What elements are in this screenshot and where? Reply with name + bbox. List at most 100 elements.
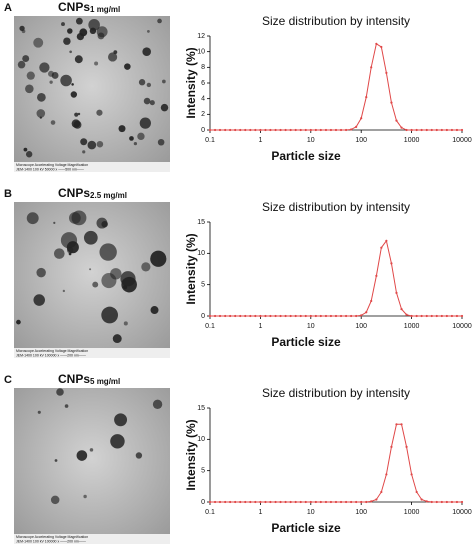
particle [157,18,162,24]
point [370,500,373,503]
point [234,314,237,318]
particle [25,84,34,94]
micrograph [14,202,170,358]
point [425,500,428,503]
particle [96,109,103,116]
point [314,314,317,318]
point [334,314,338,318]
point [208,128,212,132]
particle [141,262,151,272]
point [299,314,302,318]
particle [150,306,159,315]
point [284,128,287,132]
point [264,314,267,318]
point [370,299,373,303]
point [334,128,338,132]
point [284,314,287,318]
particle [33,37,44,48]
x-tick-label: 0.1 [205,137,215,144]
particle [87,140,97,150]
point [274,314,277,318]
x-tick-label: 1 [258,509,262,516]
particle [139,117,151,129]
x-tick-label: 0.1 [205,509,215,516]
particle [150,250,167,267]
point [415,314,418,318]
particle [17,60,26,69]
point [319,128,322,132]
particle [66,241,79,254]
particle [26,71,35,80]
point [289,500,292,504]
point [334,500,338,504]
particle [69,50,72,54]
particle [67,28,73,34]
particle [16,319,21,325]
point [450,500,454,504]
point [400,423,403,426]
x-tick-label: 10 [307,323,315,330]
point [365,96,368,99]
point [380,45,383,49]
point [274,128,277,132]
particle [121,276,137,293]
point [435,500,438,504]
point [360,500,363,504]
point [380,490,383,494]
image-title-name: CNPs [58,372,90,386]
y-axis-title: Intensity (%) [184,233,198,304]
point [309,128,312,132]
y-tick-label: 6 [201,80,205,87]
point [213,500,217,504]
point [435,314,438,318]
image-title-name: CNPs [58,186,90,200]
point [208,500,212,504]
particle [113,50,118,55]
point [385,71,388,74]
point [395,291,398,294]
line [210,423,462,503]
x-axis-title: Particle size [271,149,341,163]
particle [147,30,150,33]
point [224,500,227,504]
particle [71,119,81,128]
point [269,500,272,504]
x-tick-label: 10 [307,137,315,144]
point [284,500,287,504]
caption: JEM-1400 100 kV 50000 x ——500 nm—— [16,167,84,171]
particle [112,334,122,344]
particle [70,91,78,98]
y-tick-label: 15 [197,219,205,226]
point [274,500,277,504]
point [229,314,232,318]
particle [74,112,79,117]
point [229,128,232,132]
point [254,128,257,132]
point [360,314,363,317]
image-title: CNPs2.5 mg/ml [58,186,127,200]
particle [56,388,64,396]
point [460,128,464,132]
point [218,314,222,318]
particle [99,243,117,261]
particle [142,47,152,57]
point [213,314,217,318]
y-tick-label: 2 [201,111,205,118]
point [339,500,343,504]
particle [101,306,119,324]
point [450,314,454,318]
x-tick-label: 10000 [452,509,472,516]
point [239,128,242,132]
x-axis-title: Particle size [271,335,341,349]
point [405,313,408,316]
point [234,500,237,504]
image-title: CNPs5 mg/ml [58,372,120,386]
point [213,128,217,132]
point [309,500,312,504]
point [425,128,428,132]
point [304,128,307,132]
particle [89,268,92,271]
point [410,128,413,132]
point [375,498,378,501]
